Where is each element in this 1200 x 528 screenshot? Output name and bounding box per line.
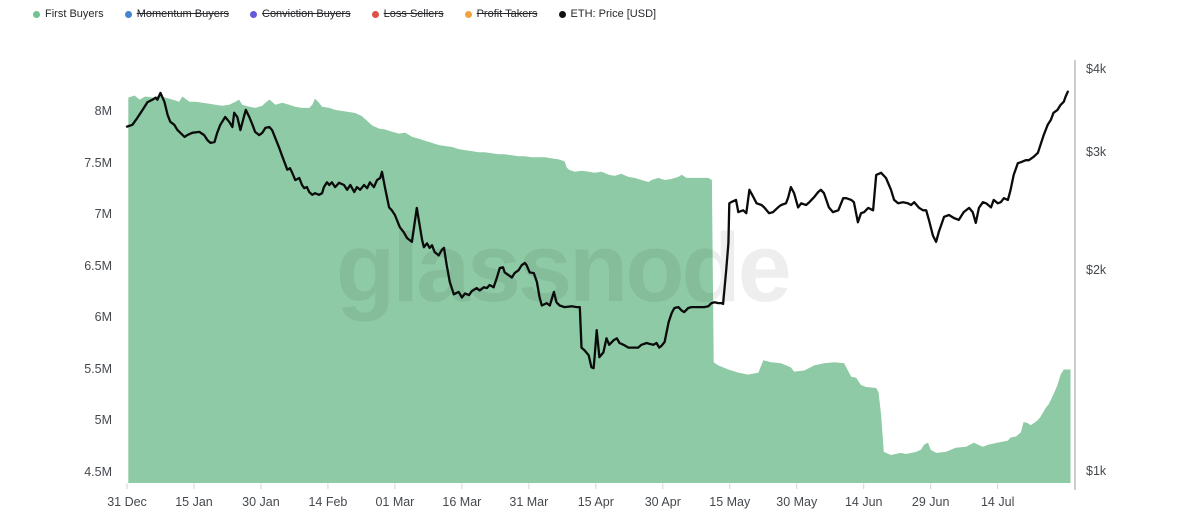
y-axis-label-left: 4.5M	[84, 464, 112, 479]
legend-item-eth-price-usd[interactable]: ETH: Price [USD]	[558, 8, 657, 20]
x-axis-label: 15 Apr	[577, 495, 614, 509]
y-axis-label-right: $4k	[1086, 61, 1107, 76]
legend-item-label: Loss Sellers	[383, 8, 444, 20]
x-axis-label: 31 Dec	[107, 495, 147, 509]
y-axis-label-left: 5.5M	[84, 361, 112, 376]
legend-dot-icon	[464, 10, 472, 18]
legend-item-conviction-buyers[interactable]: Conviction Buyers	[250, 8, 351, 20]
x-axis-label: 14 Jul	[980, 495, 1015, 509]
y-axis-label-left: 8M	[94, 104, 112, 118]
chart-legend: First Buyers Momentum Buyers Conviction Bu…	[33, 8, 656, 20]
x-axis-label: 15 May	[709, 495, 751, 509]
x-axis-label: 14 Jun	[844, 495, 883, 509]
x-axis-label: 30 Apr	[644, 495, 681, 509]
y-axis-label-right: $3k	[1086, 145, 1107, 160]
legend-item-first-buyers[interactable]: First Buyers	[33, 8, 104, 20]
eth-price-line	[125, 90, 1069, 370]
y-axis-label-left: 7M	[94, 207, 112, 221]
legend-dot-icon	[371, 10, 379, 18]
x-axis-label: 14 Feb	[308, 495, 348, 509]
x-axis-label: 15 Jan	[175, 495, 213, 509]
x-axis-label: 29 Jun	[911, 495, 950, 509]
legend-item-label: Momentum Buyers	[136, 8, 229, 20]
x-axis-label: 01 Mar	[375, 495, 415, 509]
legend-item-label: ETH: Price [USD]	[570, 8, 657, 20]
y-axis-label-left: 7.5M	[84, 155, 112, 170]
legend-dot-icon	[250, 10, 257, 18]
y-axis-label-left: 5M	[94, 413, 112, 427]
y-axis-label-right: $2k	[1086, 262, 1107, 277]
x-axis-label: 30 Jan	[242, 495, 280, 509]
x-axis-label: 16 Mar	[442, 495, 482, 509]
legend-item-label: Profit Takers	[476, 8, 538, 20]
legend-item-profit-takers[interactable]: Profit Takers	[464, 8, 538, 20]
x-axis-label: 30 May	[776, 495, 818, 509]
x-axis-label: 31 Mar	[509, 495, 549, 509]
legend-dot-icon	[124, 10, 132, 18]
first-buyers-area	[128, 95, 1071, 483]
legend-item-momentum-buyers[interactable]: Momentum Buyers	[124, 8, 229, 20]
legend-item-label: Conviction Buyers	[262, 8, 351, 20]
legend-dot-icon	[33, 10, 40, 18]
y-axis-label-left: 6M	[94, 310, 112, 324]
legend-dot-icon	[558, 10, 566, 18]
y-axis-label-right: $1k	[1086, 463, 1107, 478]
legend-item-loss-sellers[interactable]: Loss Sellers	[371, 8, 444, 20]
y-axis-label-left: 6.5M	[84, 258, 112, 273]
legend-item-label: First Buyers	[45, 8, 104, 20]
